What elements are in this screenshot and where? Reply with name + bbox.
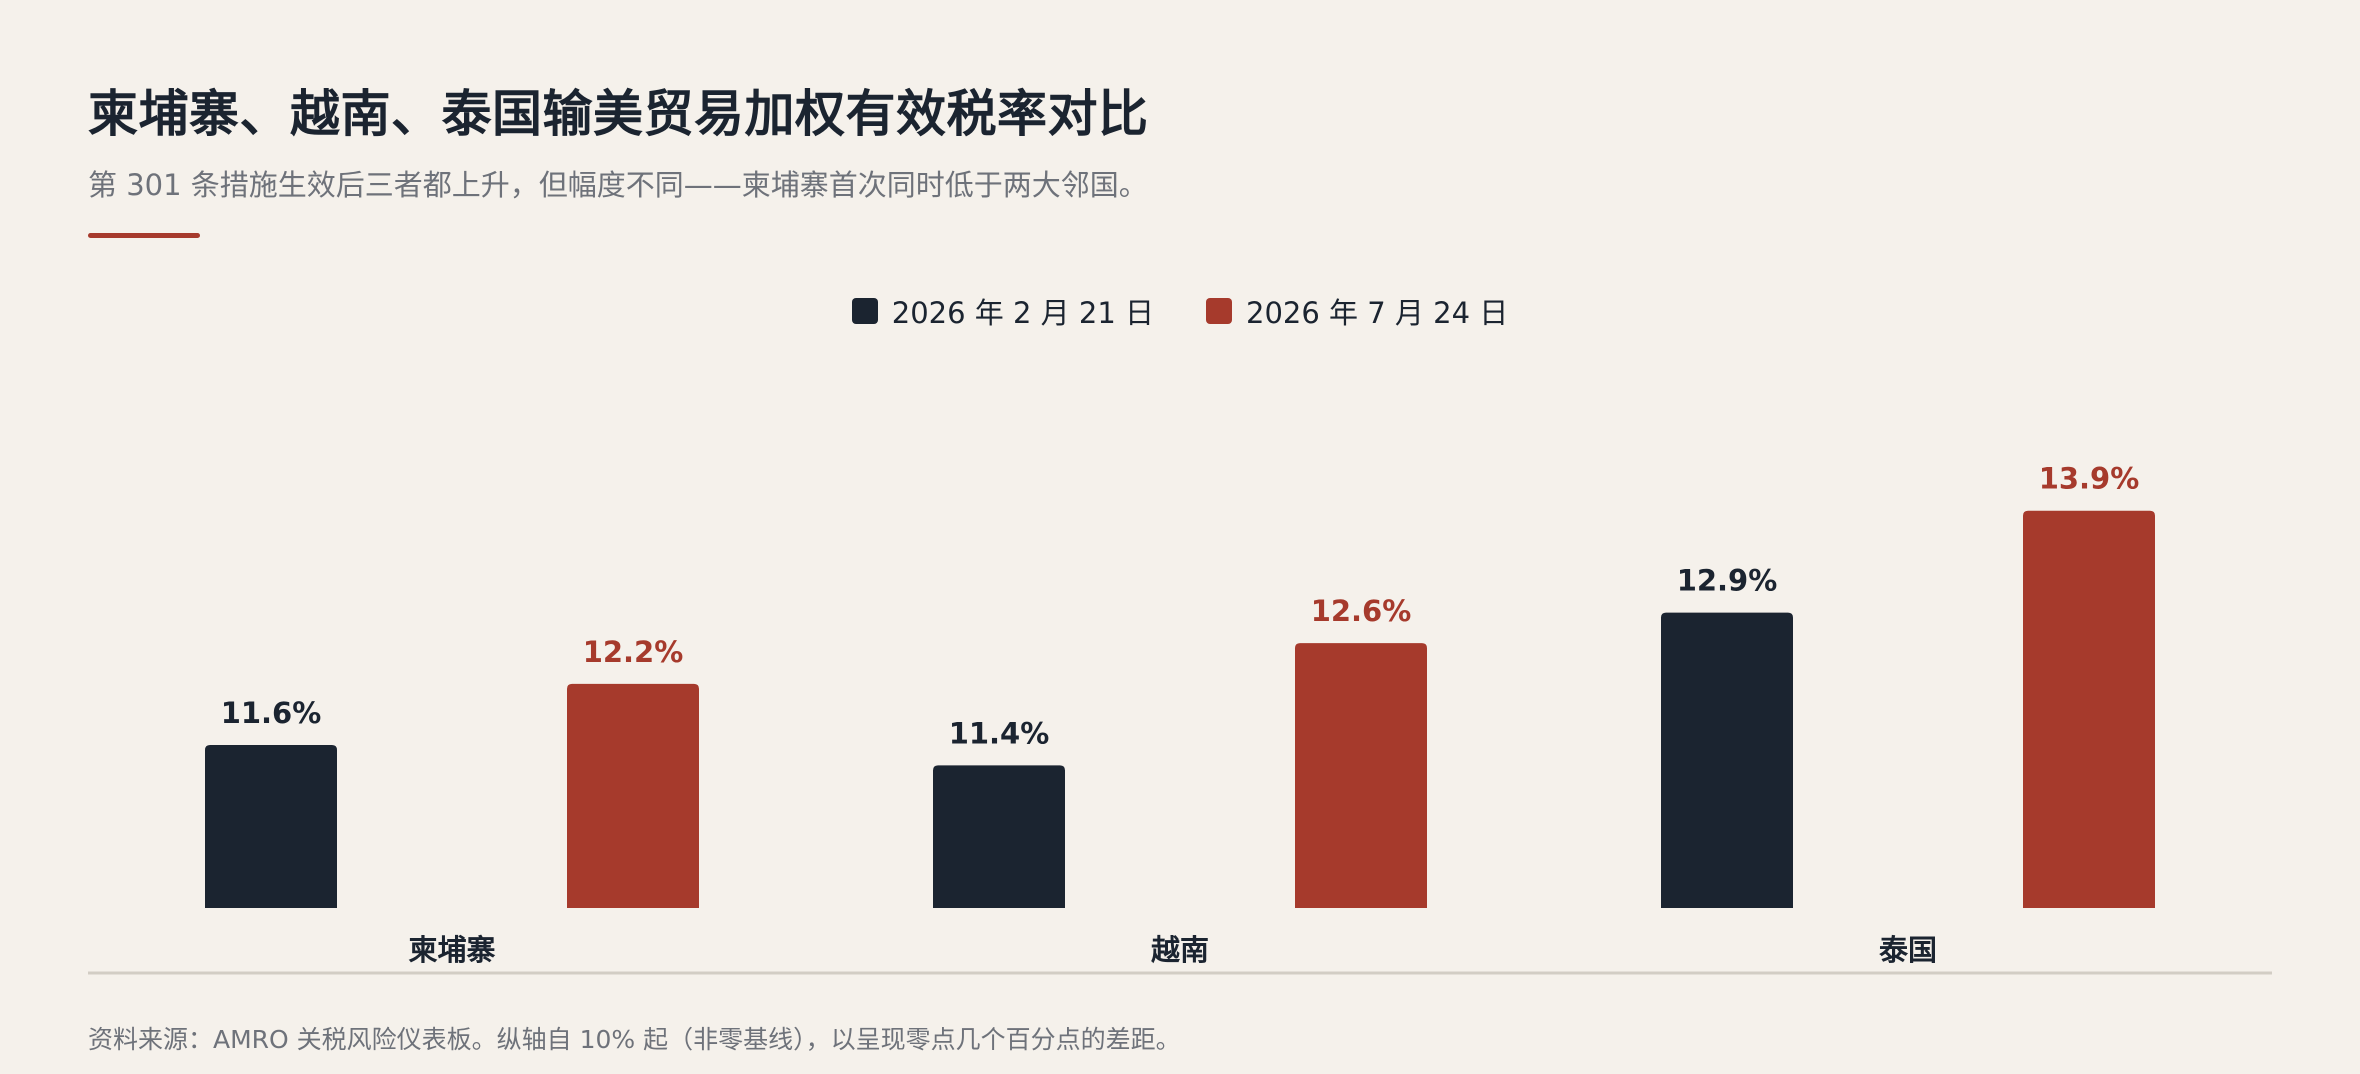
legend: 2026 年 2 月 21 日 2026 年 7 月 24 日	[0, 290, 2360, 332]
source-note: 资料来源：AMRO 关税风险仪表板。纵轴自 10% 起（非零基线），以呈现零点几…	[88, 1025, 1181, 1054]
data-label-vietnam-series-2: 12.6%	[1311, 594, 1412, 628]
category-label-cambodia: 柬埔寨	[408, 933, 495, 967]
legend-item-series-2: 2026 年 7 月 24 日	[1206, 290, 1508, 332]
chart-subtitle: 第 301 条措施生效后三者都上升，但幅度不同——柬埔寨首次同时低于两大邻国。	[88, 168, 1148, 202]
accent-rule	[88, 233, 200, 238]
data-label-thailand-series-1: 12.9%	[1677, 564, 1778, 598]
data-label-cambodia-series-2: 12.2%	[583, 635, 684, 669]
legend-swatch-series-2	[1206, 298, 1232, 324]
bar-cambodia-series-1	[205, 745, 337, 908]
category-label-thailand: 泰国	[1879, 933, 1937, 967]
data-label-cambodia-series-1: 11.6%	[221, 696, 322, 730]
data-label-vietnam-series-1: 11.4%	[949, 716, 1050, 750]
legend-swatch-series-1	[851, 298, 878, 324]
bar-vietnam-series-2	[1295, 643, 1427, 908]
category-label-vietnam: 越南	[1151, 933, 1209, 967]
bar-vietnam-series-1	[933, 765, 1065, 908]
legend-label-series-1: 2026 年 2 月 21 日	[891, 296, 1154, 330]
bar-cambodia-series-2	[567, 683, 699, 908]
legend-label-series-2: 2026 年 7 月 24 日	[1246, 296, 1509, 330]
bar-thailand-series-2	[2023, 510, 2155, 908]
data-label-thailand-series-2: 13.9%	[2039, 462, 2140, 496]
chart-title: 柬埔寨、越南、泰国输美贸易加权有效税率对比	[88, 85, 1149, 143]
bar-thailand-series-1	[1661, 612, 1793, 908]
legend-item-series-1: 2026 年 2 月 21 日	[851, 290, 1154, 332]
